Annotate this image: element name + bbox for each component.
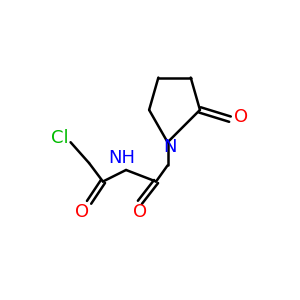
Text: N: N bbox=[163, 138, 177, 156]
Text: O: O bbox=[75, 202, 89, 220]
Text: NH: NH bbox=[108, 149, 135, 167]
Text: O: O bbox=[235, 108, 249, 126]
Text: Cl: Cl bbox=[51, 129, 69, 147]
Text: O: O bbox=[133, 202, 147, 220]
